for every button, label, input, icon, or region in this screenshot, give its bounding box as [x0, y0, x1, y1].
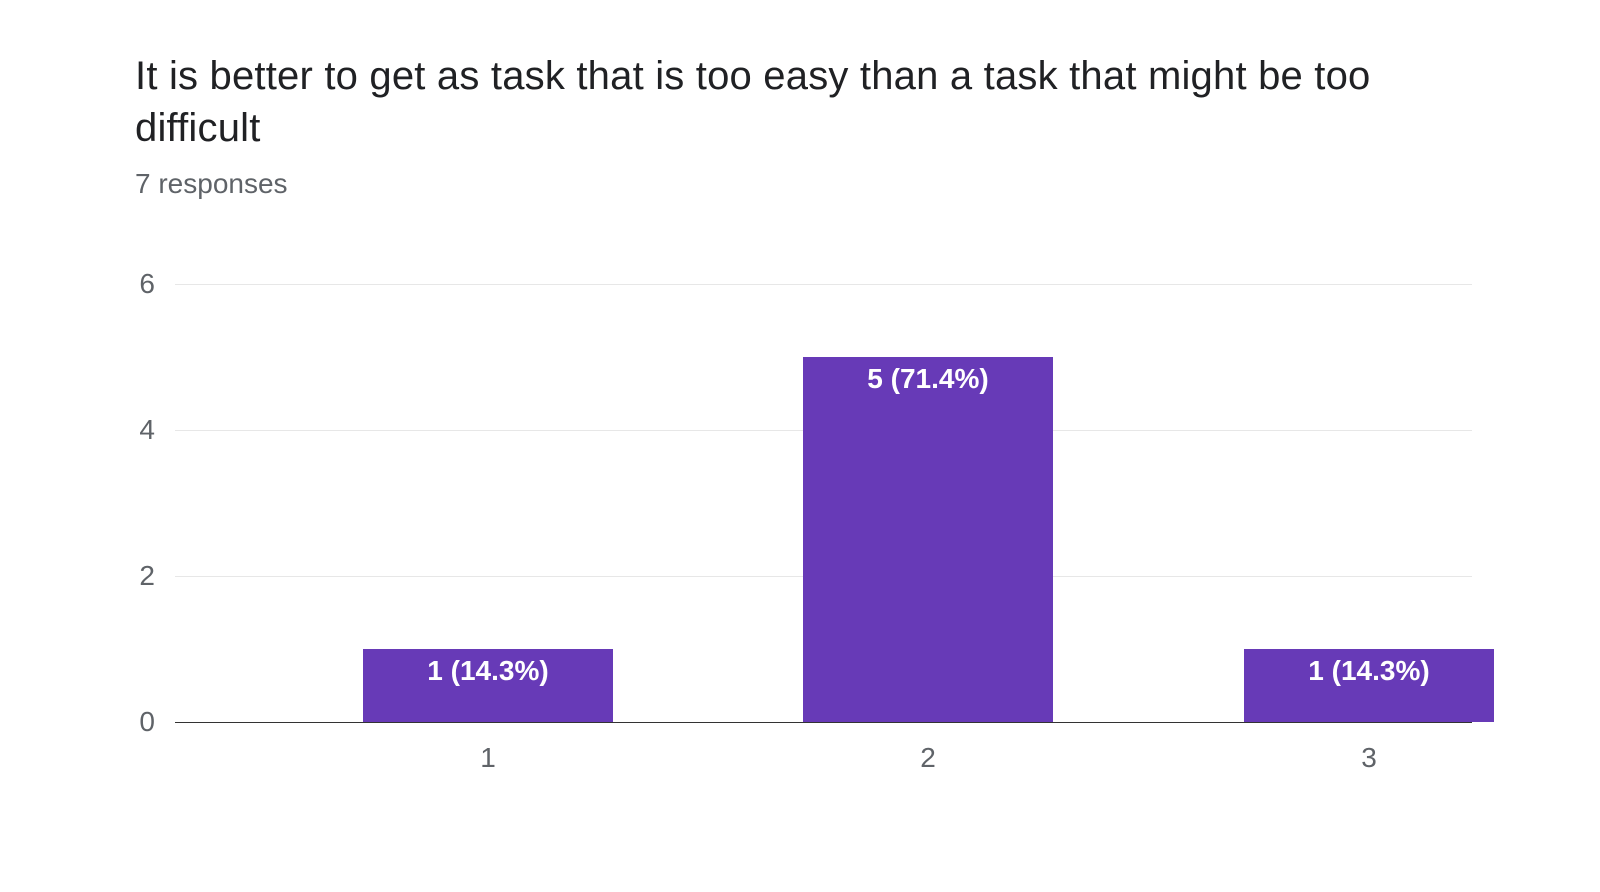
- chart-container: { "title": "It is better to get as task …: [0, 0, 1600, 892]
- bar[interactable]: 1 (14.3%): [363, 649, 613, 722]
- y-tick-label: 4: [115, 414, 155, 446]
- x-tick-label: 3: [1361, 742, 1377, 774]
- chart-subtitle: 7 responses: [135, 168, 288, 200]
- bar[interactable]: 1 (14.3%): [1244, 649, 1494, 722]
- gridline: [175, 284, 1472, 285]
- y-tick-label: 2: [115, 560, 155, 592]
- bar-value-label: 1 (14.3%): [1244, 655, 1494, 687]
- chart-title: It is better to get as task that is too …: [135, 50, 1395, 154]
- bar[interactable]: 5 (71.4%): [803, 357, 1053, 722]
- x-tick-label: 2: [920, 742, 936, 774]
- axis-baseline: [175, 722, 1472, 723]
- y-tick-label: 6: [115, 268, 155, 300]
- y-tick-label: 0: [115, 706, 155, 738]
- x-tick-label: 1: [480, 742, 496, 774]
- bar-value-label: 1 (14.3%): [363, 655, 613, 687]
- bar-value-label: 5 (71.4%): [803, 363, 1053, 395]
